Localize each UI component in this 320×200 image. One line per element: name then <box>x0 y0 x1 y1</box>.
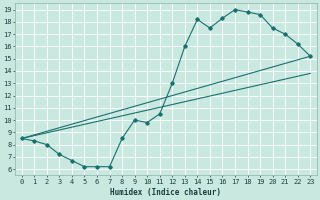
X-axis label: Humidex (Indice chaleur): Humidex (Indice chaleur) <box>110 188 221 197</box>
